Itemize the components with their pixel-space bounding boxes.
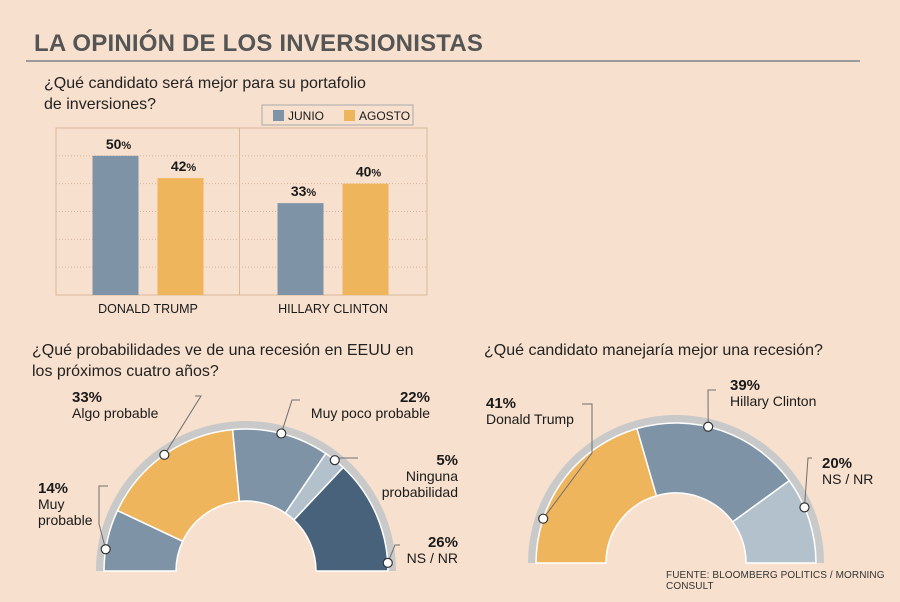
- slice-ns-nr: [292, 466, 389, 572]
- category-label: DONALD TRUMP: [98, 302, 198, 316]
- callout-dot: [159, 449, 170, 460]
- legend-label-junio: JUNIO: [288, 109, 324, 123]
- slice-value-label: 5%: [436, 452, 458, 469]
- bar-value-label: 50%: [106, 136, 132, 152]
- category-label: HILLARY CLINTON: [278, 302, 388, 316]
- slice-name-label: Muy probable: [38, 496, 93, 528]
- slice-name-label: NS / NR: [822, 471, 873, 487]
- recession-candidate-donut: 41%Donald Trump 39%Hillary Clinton 20%NS /…: [486, 377, 873, 564]
- percent-sign: %: [306, 187, 316, 199]
- percent-sign: %: [121, 140, 131, 152]
- percent-sign: %: [186, 162, 196, 174]
- legend-box: [261, 104, 414, 126]
- bar-chart-question: ¿Qué candidato será mejor para su portaf…: [44, 75, 366, 113]
- bar-chart: 50% 42% DONALD TRUMP 33% 40% HILLARY CLINTON J…: [55, 104, 428, 316]
- slice-value-label: 26%: [428, 534, 458, 551]
- callout-dot: [799, 502, 810, 513]
- callout-dot: [538, 513, 549, 524]
- slice-name-label: Ninguna probabilidad: [382, 468, 459, 500]
- slice-name-label: NS / NR: [407, 550, 458, 566]
- slice-value-label: 33%: [72, 389, 102, 406]
- bar-agosto-0: [157, 178, 204, 295]
- callout-dot: [329, 455, 340, 466]
- percent-sign: %: [371, 168, 381, 180]
- label-line: Muy: [38, 496, 64, 512]
- slice-donald-trump: [535, 427, 658, 564]
- callout-dot: [382, 557, 393, 568]
- callout-leader: [280, 399, 300, 434]
- bar-junio-1: [277, 203, 324, 295]
- callout-leader: [542, 403, 593, 519]
- callout-leader: [163, 395, 202, 456]
- title-divider: [26, 60, 860, 62]
- recession-probability-question: ¿Qué probabilidades ve de una recesión e…: [32, 342, 414, 380]
- legend-swatch-agosto: [344, 110, 355, 121]
- slice-value-label: 14%: [38, 480, 68, 497]
- page-title: LA OPINIÓN DE LOS INVERSIONISTAS: [34, 30, 484, 57]
- recession-candidate-question: ¿Qué candidato manejaría mejor una reces…: [484, 342, 823, 359]
- callout-dot: [100, 544, 111, 555]
- callout-leader: [98, 485, 108, 550]
- slice-name-label: Hillary Clinton: [730, 393, 816, 409]
- slice-name-label: Algo probable: [72, 405, 159, 421]
- callout-leader: [803, 457, 812, 508]
- callout-dot: [703, 421, 714, 432]
- slice-hillary-clinton: [636, 422, 791, 523]
- slice-value-label: 39%: [730, 377, 760, 394]
- source-note: FUENTE: BLOOMBERG POLITICS / MORNING CON…: [666, 570, 885, 592]
- slice-value-label: 41%: [486, 395, 516, 412]
- bar-value-label: 33%: [291, 183, 317, 199]
- callout-leader: [707, 389, 716, 427]
- bar-value-label: 42%: [171, 158, 197, 174]
- label-line: probabilidad: [382, 484, 458, 500]
- bar-junio-0: [92, 155, 139, 295]
- recession-probability-donut: 14%Muy probable 33%Algo probable 22%Muy poc…: [38, 389, 459, 572]
- slice-name-label: Donald Trump: [486, 411, 574, 427]
- legend-label-agosto: AGOSTO: [359, 109, 410, 123]
- slice-value-label: 20%: [822, 455, 852, 472]
- callout-leader: [387, 544, 400, 564]
- slice-value-label: 22%: [400, 389, 430, 406]
- bar-agosto-1: [342, 183, 389, 295]
- slice-name-label: Muy poco probable: [311, 405, 430, 421]
- legend: JUNIO AGOSTO: [261, 104, 414, 126]
- callout-dot: [276, 428, 287, 439]
- label-line: Ninguna: [406, 468, 458, 484]
- legend-swatch-junio: [273, 110, 284, 121]
- bar-value-label: 40%: [356, 164, 382, 180]
- label-line: probable: [38, 512, 93, 528]
